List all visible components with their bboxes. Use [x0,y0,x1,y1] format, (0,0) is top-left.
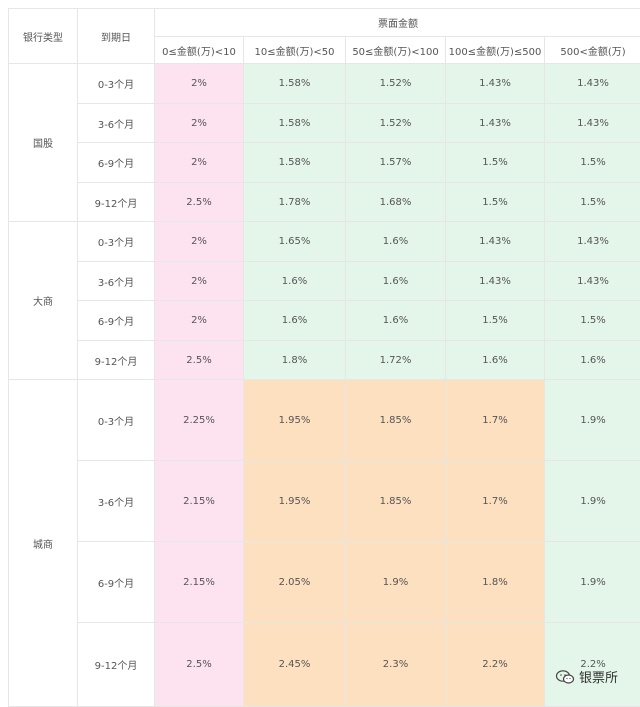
rate-cell: 1.5% [545,183,640,222]
rate-cell: 1.58% [244,104,346,143]
header-range-5: 500<金额(万) [545,37,640,64]
table-row: 城商 0-3个月 2.25% 1.95% 1.85% 1.7% 1.9% [9,380,640,461]
rate-cell: 1.43% [545,222,640,262]
rate-cell: 1.6% [346,301,446,341]
rate-cell: 1.9% [545,380,640,461]
table-row: 9-12个月 2.5% 2.45% 2.3% 2.2% 2.2% [9,623,640,707]
rate-cell: 1.8% [446,542,545,623]
rate-cell: 1.52% [346,64,446,104]
rate-cell: 1.85% [346,461,446,542]
rate-table: 银行类型 到期日 票面金额 0≤金额(万)<10 10≤金额(万)<50 50≤… [8,8,640,707]
rate-cell: 1.58% [244,64,346,104]
rate-cell: 1.65% [244,222,346,262]
term-cell: 9-12个月 [78,183,155,222]
rate-cell: 1.6% [244,262,346,301]
rate-cell: 2% [155,104,244,143]
table-row: 3-6个月 2% 1.58% 1.52% 1.43% 1.43% [9,104,640,143]
rate-cell: 2.5% [155,183,244,222]
rate-cell: 1.52% [346,104,446,143]
rate-cell: 1.7% [446,461,545,542]
rate-cell: 1.6% [244,301,346,341]
rate-cell: 1.68% [346,183,446,222]
header-maturity: 到期日 [78,9,155,64]
rate-cell: 1.5% [446,183,545,222]
term-cell: 6-9个月 [78,143,155,183]
rate-cell: 2.25% [155,380,244,461]
term-cell: 6-9个月 [78,301,155,341]
watermark-text: 银票所 [579,667,618,686]
rate-cell: 1.72% [346,341,446,380]
bank-type-cell: 城商 [9,380,78,707]
rate-cell: 1.5% [545,143,640,183]
rate-cell: 1.43% [446,262,545,301]
rate-cell: 1.43% [545,262,640,301]
rate-cell: 1.5% [446,301,545,341]
term-cell: 0-3个月 [78,64,155,104]
rate-cell: 1.5% [545,301,640,341]
rate-cell: 2.15% [155,461,244,542]
bank-type-cell: 国股 [9,64,78,222]
table-row: 国股 0-3个月 2% 1.58% 1.52% 1.43% 1.43% [9,64,640,104]
rate-cell: 1.8% [244,341,346,380]
table-row: 9-12个月 2.5% 1.78% 1.68% 1.5% 1.5% [9,183,640,222]
rate-cell: 2% [155,64,244,104]
table-row: 6-9个月 2% 1.58% 1.57% 1.5% 1.5% [9,143,640,183]
rate-cell: 2.5% [155,623,244,707]
term-cell: 0-3个月 [78,222,155,262]
term-cell: 3-6个月 [78,104,155,143]
rate-cell: 2.3% [346,623,446,707]
header-bank-type: 银行类型 [9,9,78,64]
term-cell: 6-9个月 [78,542,155,623]
term-cell: 0-3个月 [78,380,155,461]
table-row: 9-12个月 2.5% 1.8% 1.72% 1.6% 1.6% [9,341,640,380]
rate-cell: 1.6% [446,341,545,380]
watermark: 银票所 [555,667,618,686]
rate-cell: 1.6% [346,262,446,301]
rate-cell: 1.43% [446,222,545,262]
rate-cell: 1.9% [545,542,640,623]
rate-cell: 1.85% [346,380,446,461]
rate-cell: 2.15% [155,542,244,623]
rate-cell: 2% [155,301,244,341]
term-cell: 3-6个月 [78,461,155,542]
table-row: 3-6个月 2.15% 1.95% 1.85% 1.7% 1.9% [9,461,640,542]
rate-cell: 1.43% [545,64,640,104]
rate-cell: 2.2% [446,623,545,707]
rate-cell: 1.78% [244,183,346,222]
header-range-2: 10≤金额(万)<50 [244,37,346,64]
rate-cell: 1.6% [545,341,640,380]
term-cell: 3-6个月 [78,262,155,301]
header-range-4: 100≤金额(万)≤500 [446,37,545,64]
table-row: 大商 0-3个月 2% 1.65% 1.6% 1.43% 1.43% [9,222,640,262]
rate-cell: 2.5% [155,341,244,380]
rate-cell: 2% [155,222,244,262]
rate-cell: 1.9% [346,542,446,623]
header-face-amount: 票面金额 [155,9,640,37]
header-range-1: 0≤金额(万)<10 [155,37,244,64]
rate-cell: 1.95% [244,380,346,461]
table-row: 6-9个月 2% 1.6% 1.6% 1.5% 1.5% [9,301,640,341]
rate-cell: 2.45% [244,623,346,707]
rate-cell: 1.43% [446,104,545,143]
rate-cell: 1.58% [244,143,346,183]
header-range-3: 50≤金额(万)<100 [346,37,446,64]
rate-cell: 1.5% [446,143,545,183]
rate-cell: 1.7% [446,380,545,461]
rate-cell: 1.95% [244,461,346,542]
rate-cell: 1.43% [446,64,545,104]
table-row: 6-9个月 2.15% 2.05% 1.9% 1.8% 1.9% [9,542,640,623]
rate-cell: 1.9% [545,461,640,542]
table-row: 3-6个月 2% 1.6% 1.6% 1.43% 1.43% [9,262,640,301]
rate-cell: 2.2% [545,623,640,707]
rate-cell: 1.6% [346,222,446,262]
wechat-icon [555,669,575,685]
term-cell: 9-12个月 [78,623,155,707]
rate-cell: 2% [155,143,244,183]
bank-type-cell: 大商 [9,222,78,380]
rate-cell: 1.57% [346,143,446,183]
rate-cell: 2.05% [244,542,346,623]
term-cell: 9-12个月 [78,341,155,380]
rate-cell: 2% [155,262,244,301]
rate-cell: 1.43% [545,104,640,143]
